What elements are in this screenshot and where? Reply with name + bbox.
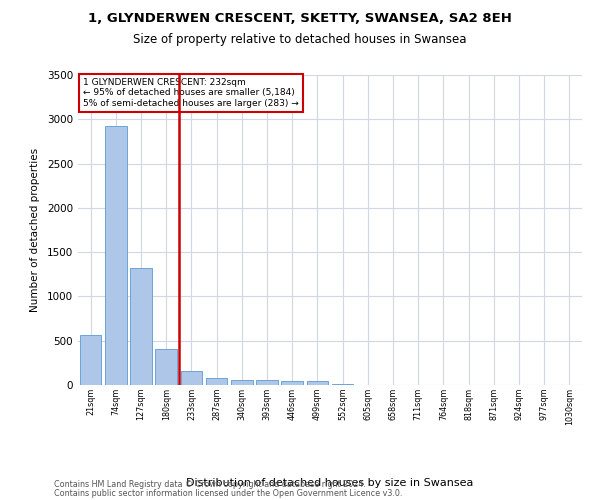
- Text: 1, GLYNDERWEN CRESCENT, SKETTY, SWANSEA, SA2 8EH: 1, GLYNDERWEN CRESCENT, SKETTY, SWANSEA,…: [88, 12, 512, 26]
- Text: Size of property relative to detached houses in Swansea: Size of property relative to detached ho…: [133, 32, 467, 46]
- Bar: [80, 334, 101, 385]
- Bar: [332, 384, 353, 385]
- Y-axis label: Number of detached properties: Number of detached properties: [30, 148, 40, 312]
- Bar: [231, 380, 253, 385]
- Bar: [206, 378, 227, 385]
- Bar: [281, 380, 303, 385]
- Bar: [181, 372, 202, 385]
- Bar: [155, 349, 177, 385]
- Bar: [256, 380, 278, 385]
- Bar: [130, 268, 152, 385]
- Bar: [105, 126, 127, 385]
- Text: 1 GLYNDERWEN CRESCENT: 232sqm
← 95% of detached houses are smaller (5,184)
5% of: 1 GLYNDERWEN CRESCENT: 232sqm ← 95% of d…: [83, 78, 299, 108]
- Bar: [307, 382, 328, 385]
- X-axis label: Distribution of detached houses by size in Swansea: Distribution of detached houses by size …: [187, 478, 473, 488]
- Text: Contains HM Land Registry data © Crown copyright and database right 2024.: Contains HM Land Registry data © Crown c…: [54, 480, 366, 489]
- Text: Contains public sector information licensed under the Open Government Licence v3: Contains public sector information licen…: [54, 488, 403, 498]
